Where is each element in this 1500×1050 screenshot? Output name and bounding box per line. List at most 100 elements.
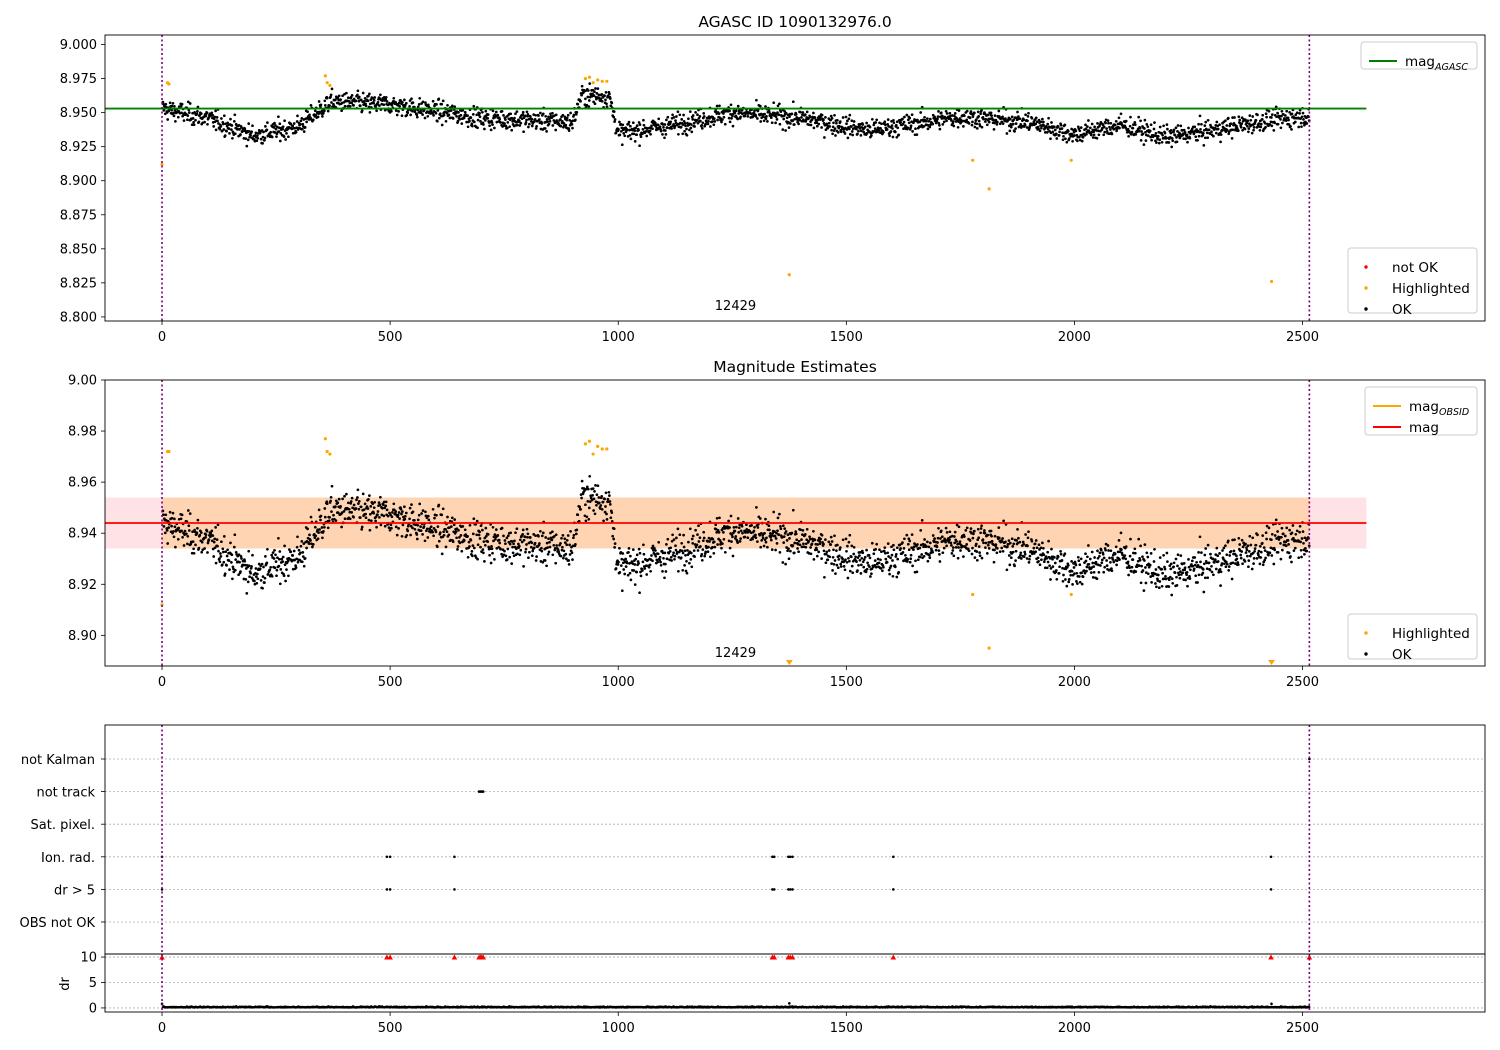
ok-point: [1206, 576, 1210, 580]
ok-point: [457, 111, 460, 114]
ok-point: [269, 130, 273, 134]
ok-point: [521, 110, 525, 114]
ok-point: [907, 121, 911, 125]
ok-point: [425, 110, 429, 113]
ok-point: [998, 550, 1002, 553]
ok-point: [519, 121, 523, 125]
ok-point: [302, 130, 306, 133]
ok-point: [565, 538, 569, 542]
ok-point: [755, 506, 758, 509]
ok-point: [635, 124, 639, 127]
ok-point: [962, 555, 965, 558]
ok-point: [306, 527, 309, 531]
highlighted-point: [591, 81, 595, 85]
ok-point: [1129, 115, 1132, 119]
ok-point: [527, 125, 530, 129]
ok-point: [669, 546, 673, 550]
ok-point: [1141, 569, 1145, 572]
ok-point: [663, 123, 667, 126]
ok-point: [831, 569, 834, 572]
ok-point: [355, 498, 358, 502]
ok-point: [676, 122, 679, 126]
ok-point: [670, 539, 674, 543]
ok-point: [481, 548, 485, 551]
ok-point: [356, 496, 359, 499]
ok-point: [613, 120, 616, 123]
ok-point: [543, 127, 547, 130]
ok-point: [834, 572, 837, 575]
ok-point: [518, 124, 522, 127]
ok-point: [1253, 549, 1256, 553]
ok-point: [1115, 129, 1118, 133]
ok-point: [276, 556, 279, 560]
ok-point: [1198, 535, 1202, 539]
ok-point: [906, 126, 910, 130]
ok-point: [548, 119, 552, 123]
ok-point: [374, 515, 378, 519]
ok-point: [220, 563, 224, 567]
ok-point: [874, 121, 878, 124]
ok-point: [1042, 124, 1046, 127]
ok-point: [244, 578, 248, 581]
ok-point: [265, 128, 269, 132]
ok-point: [867, 553, 871, 557]
ok-point: [222, 114, 226, 118]
ok-point: [1176, 124, 1180, 127]
ok-point: [928, 553, 931, 557]
ok-point: [509, 112, 513, 116]
ok-point: [1300, 537, 1304, 540]
ok-point: [1172, 130, 1175, 134]
ok-point: [244, 137, 248, 140]
ok-point: [413, 519, 416, 522]
ok-point: [812, 529, 815, 533]
ok-point: [163, 531, 167, 535]
ok-point: [713, 545, 717, 549]
ok-point: [908, 116, 912, 120]
ok-point: [1045, 131, 1049, 134]
ok-point: [908, 539, 912, 543]
ok-point: [403, 98, 406, 102]
ok-point: [915, 133, 919, 136]
ok-point: [1231, 128, 1235, 132]
ok-point: [1275, 537, 1278, 540]
ok-point: [1158, 138, 1162, 142]
ok-point: [283, 119, 286, 123]
ok-point: [807, 539, 810, 543]
ok-point: [637, 128, 640, 132]
ok-point: [850, 544, 854, 548]
ok-point: [1197, 573, 1201, 577]
ok-point: [250, 565, 253, 568]
x-tick-label: 2500: [1286, 675, 1319, 690]
ok-point: [311, 545, 314, 549]
ok-point: [805, 538, 809, 542]
ok-point: [268, 568, 272, 572]
ok-point: [530, 124, 534, 128]
ok-point: [649, 569, 652, 573]
highlighted-point: [987, 187, 991, 191]
ok-point: [1206, 543, 1210, 547]
ok-point: [1055, 137, 1059, 140]
ok-point: [522, 130, 525, 134]
ok-point: [682, 545, 686, 549]
ok-point: [1130, 565, 1134, 569]
ok-point: [965, 543, 969, 546]
ok-point: [1211, 557, 1215, 561]
ok-point: [894, 555, 898, 558]
ok-point: [952, 554, 956, 558]
ok-point: [824, 561, 828, 565]
ok-point: [437, 539, 441, 543]
ok-point: [367, 518, 371, 522]
ok-point: [1102, 556, 1106, 560]
ok-point: [530, 554, 534, 558]
ok-point: [592, 497, 596, 501]
ok-point: [848, 569, 852, 573]
ok-point: [833, 127, 837, 130]
ok-point: [1284, 119, 1288, 122]
ok-point: [980, 556, 984, 560]
ok-point: [218, 127, 222, 131]
ok-point: [585, 485, 589, 489]
ok-point: [768, 528, 771, 532]
ok-point: [1181, 571, 1185, 575]
ok-point: [221, 547, 225, 551]
ok-point: [706, 550, 710, 554]
